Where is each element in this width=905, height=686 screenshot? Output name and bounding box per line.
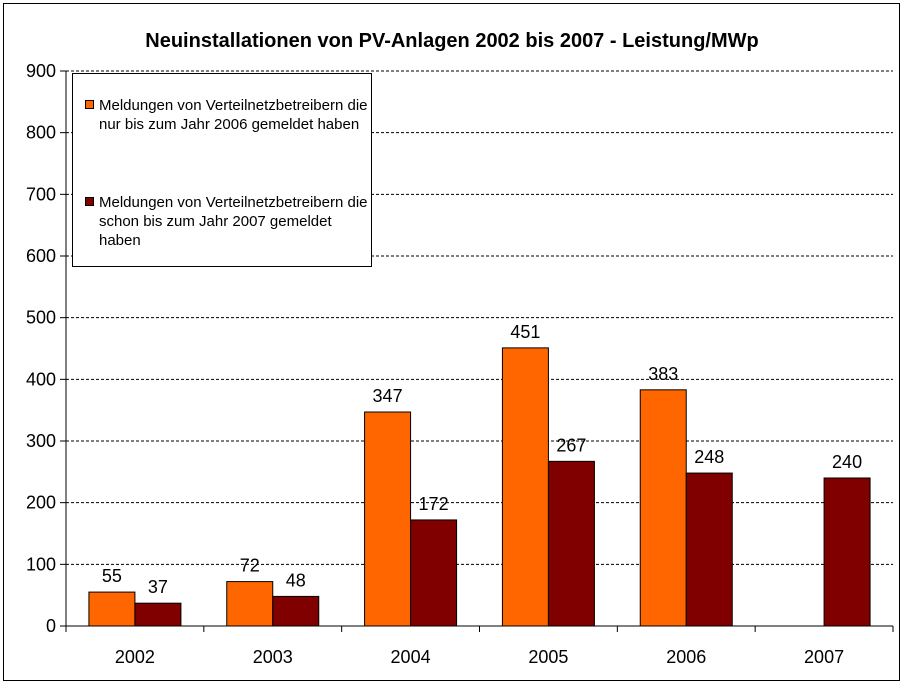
- bar-series-2: [134, 602, 182, 627]
- y-tick-label: 200: [26, 493, 56, 513]
- data-label: 267: [556, 435, 586, 455]
- bar-series-1: [639, 389, 687, 627]
- data-label: 172: [419, 494, 449, 514]
- x-tick-label: 2006: [666, 647, 706, 667]
- bar-series-2: [547, 460, 595, 627]
- y-tick-label: 0: [46, 616, 56, 636]
- data-label: 37: [148, 577, 168, 597]
- legend-label-series-2: Meldungen von Verteilnetzbetreibern die …: [99, 194, 368, 249]
- bar-series-2: [272, 595, 320, 627]
- y-tick-label: 300: [26, 431, 56, 451]
- axes: 0 100 200 300 400 500 600 700 800 900 2002 2003 2004…: [26, 61, 894, 667]
- x-tick-label: 2005: [528, 647, 568, 667]
- bar-series-1: [364, 411, 412, 627]
- x-tick-label: 2003: [253, 647, 293, 667]
- data-label: 55: [102, 566, 122, 586]
- legend-swatch-series-1: [85, 100, 94, 109]
- x-tick-label: 2004: [391, 647, 431, 667]
- bar-series-1: [226, 581, 274, 627]
- data-label: 451: [510, 322, 540, 342]
- bars: [88, 347, 871, 627]
- y-tick-label: 400: [26, 369, 56, 389]
- y-tick-label: 900: [26, 61, 56, 81]
- data-label: 48: [286, 570, 306, 590]
- y-tick-label: 700: [26, 184, 56, 204]
- legend-label-series-1: Meldungen von Verteilnetzbetreibern die …: [99, 97, 368, 133]
- bar-series-2: [823, 477, 871, 627]
- data-label: 383: [648, 364, 678, 384]
- bar-series-1: [88, 591, 136, 627]
- data-label: 347: [373, 386, 403, 406]
- y-tick-label: 600: [26, 246, 56, 266]
- y-tick-label: 100: [26, 554, 56, 574]
- legend: Meldungen von Verteilnetzbetreibern die …: [72, 73, 372, 267]
- bar-series-1: [501, 347, 549, 627]
- bar-series-2: [410, 519, 458, 627]
- data-label: 240: [832, 452, 862, 472]
- data-label: 248: [694, 447, 724, 467]
- y-tick-label: 800: [26, 123, 56, 143]
- x-tick-label: 2002: [115, 647, 155, 667]
- chart-title: Neuinstallationen von PV-Anlagen 2002 bi…: [145, 30, 758, 52]
- y-tick-label: 500: [26, 308, 56, 328]
- legend-swatch-series-2: [85, 197, 94, 206]
- data-labels: 55 37 72 48 347 172 451 267 383 248 240: [102, 322, 862, 597]
- x-tick-label: 2007: [804, 647, 844, 667]
- bar-series-2: [685, 472, 733, 627]
- data-label: 72: [240, 556, 260, 576]
